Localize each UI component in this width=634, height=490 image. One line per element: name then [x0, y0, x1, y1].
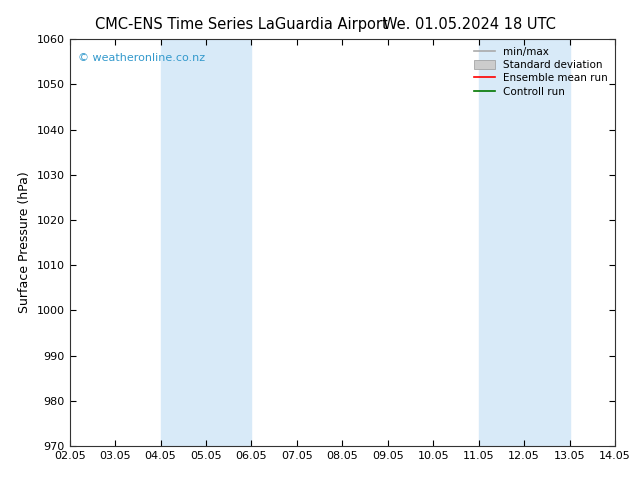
Y-axis label: Surface Pressure (hPa): Surface Pressure (hPa) [18, 172, 31, 314]
Bar [160, 39, 206, 446]
Text: © weatheronline.co.nz: © weatheronline.co.nz [78, 53, 205, 63]
Text: We. 01.05.2024 18 UTC: We. 01.05.2024 18 UTC [383, 17, 555, 32]
Bar [479, 39, 524, 446]
Text: CMC-ENS Time Series LaGuardia Airport: CMC-ENS Time Series LaGuardia Airport [94, 17, 387, 32]
Bar [524, 39, 569, 446]
Legend: min/max, Standard deviation, Ensemble mean run, Controll run: min/max, Standard deviation, Ensemble me… [470, 42, 612, 101]
Bar [206, 39, 252, 446]
